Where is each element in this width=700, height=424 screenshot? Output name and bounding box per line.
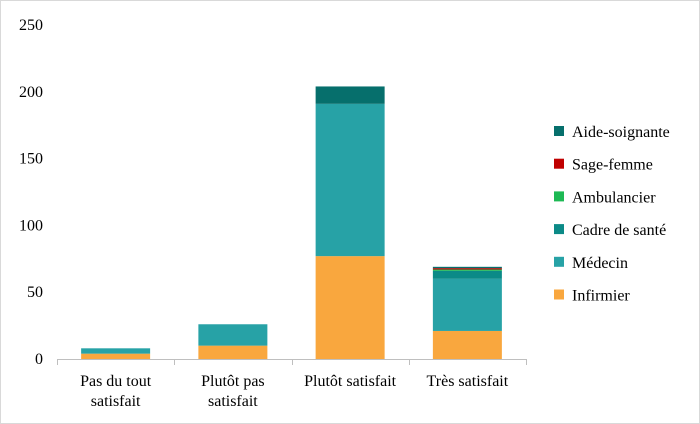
legend-swatch: [554, 126, 564, 136]
category-label: Plutôt pas satisfait: [201, 373, 265, 410]
y-tick-label: 200: [19, 84, 43, 101]
y-tick-label: 150: [19, 151, 43, 168]
legend-swatch: [554, 256, 564, 267]
bar-segment-0-1: [81, 348, 151, 354]
bar-segment-2-0: [315, 256, 385, 359]
bar-segment-2-1: [315, 103, 385, 257]
y-tick-label: 250: [19, 17, 43, 34]
legend-layer: Aide-soignante Sage-femme Ambulancier Cadre…: [554, 124, 670, 305]
bar-segment-3-0: [432, 330, 502, 359]
bar-segment-1-1: [198, 324, 268, 346]
legend-label: Cadre de santé: [572, 222, 666, 239]
legend-swatch: [554, 158, 564, 169]
bar-segment-2-5: [315, 86, 385, 104]
axis-layer: 0 50 100 150 200 250 Pas du tout satisfait Plutô…: [19, 17, 527, 410]
legend-label: Sage-femme: [572, 157, 653, 174]
bar-segment-0-0: [81, 353, 151, 359]
legend-label: Médecin: [572, 255, 628, 272]
category-label: Plutôt satisfait: [304, 373, 397, 390]
legend-label: Aide-soignante: [572, 124, 670, 141]
y-tick-label: 50: [27, 284, 43, 301]
y-tick-label: 100: [19, 217, 43, 234]
legend-swatch: [554, 289, 564, 300]
bar-segment-3-1: [432, 278, 502, 331]
bar-segment-3-3: [432, 269, 502, 271]
bar-segment-3-5: [432, 266, 502, 269]
y-tick-label: 0: [35, 351, 43, 368]
bar-segment-3-4: [432, 268, 502, 270]
bars-layer: [81, 86, 502, 359]
legend-swatch: [554, 224, 564, 235]
category-label: Pas du tout satisfait: [80, 373, 152, 410]
legend-label: Infirmier: [572, 288, 630, 305]
category-label: Très satisfait: [427, 373, 509, 390]
bar-segment-3-2: [432, 270, 502, 279]
legend-swatch: [554, 191, 564, 202]
bar-segment-1-0: [198, 345, 268, 359]
legend-label: Ambulancier: [572, 189, 656, 206]
